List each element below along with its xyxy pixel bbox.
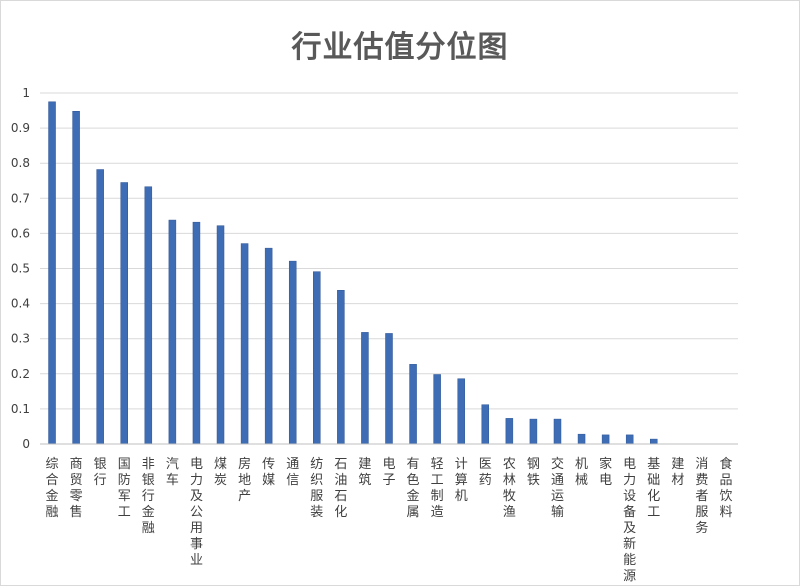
gridlines <box>40 92 738 445</box>
y-tick-label: 0.6 <box>11 226 30 240</box>
x-category-label: 建材 <box>671 457 684 488</box>
bar <box>650 438 658 445</box>
y-tick-label: 1 <box>22 86 30 100</box>
bar <box>48 101 56 445</box>
bar <box>192 221 201 445</box>
x-category-label: 房地产 <box>238 456 251 504</box>
bar <box>144 186 153 445</box>
bar <box>240 243 249 445</box>
x-category-label: 轻工制造 <box>431 457 444 520</box>
x-category-label: 传媒 <box>262 457 275 488</box>
x-category-label: 国防军工 <box>118 457 131 520</box>
x-category-label: 电力及公用事业 <box>190 457 203 568</box>
x-category-label: 商贸零售 <box>70 457 83 520</box>
y-tick-label: 0.2 <box>11 367 30 381</box>
y-tick-label: 0.8 <box>11 156 30 170</box>
bar <box>481 404 490 445</box>
bar <box>529 418 538 445</box>
bar <box>168 219 177 445</box>
bar <box>264 247 273 445</box>
bar <box>457 378 465 445</box>
bar <box>601 434 610 445</box>
bar <box>120 182 128 445</box>
x-category-label: 医药 <box>479 457 492 488</box>
bar <box>96 169 104 445</box>
bar <box>385 333 393 445</box>
y-tick-label: 0 <box>22 437 30 451</box>
x-category-label: 钢铁 <box>527 457 540 488</box>
y-tick-label: 0.3 <box>11 332 30 346</box>
x-category-label: 汽车 <box>166 457 179 488</box>
y-tick-label: 0.9 <box>11 121 30 135</box>
x-category-label: 电子 <box>382 457 395 488</box>
x-category-label: 煤炭 <box>214 457 227 488</box>
bar <box>216 225 225 445</box>
x-axis-category-labels: 综合金融商贸零售银行国防军工非银行金融汽车电力及公用事业煤炭房地产传媒通信纺织服… <box>46 456 733 584</box>
bar <box>625 434 634 445</box>
x-category-label: 电力设备及新能源 <box>623 457 636 584</box>
x-category-label: 农林牧渔 <box>503 457 516 520</box>
x-category-label: 计算机 <box>455 457 468 504</box>
y-tick-label: 0.1 <box>11 402 30 416</box>
bar <box>361 332 369 445</box>
bar <box>72 111 80 445</box>
y-axis-tick-labels: 0 0.1 0.2 0.3 0.4 0.5 0.6 0.7 0.8 0.9 1 <box>11 86 30 451</box>
y-tick-label: 0.7 <box>11 191 30 205</box>
bar <box>337 290 345 445</box>
bars <box>48 101 658 445</box>
x-category-label: 纺织服装 <box>310 457 323 520</box>
bar <box>553 418 562 445</box>
x-category-label: 银行 <box>94 457 107 488</box>
bar <box>433 374 441 445</box>
x-category-label: 交通运输 <box>551 456 564 520</box>
x-category-label: 消费者服务 <box>695 457 708 536</box>
bar <box>577 433 586 445</box>
x-category-label: 建筑 <box>358 457 371 488</box>
bar <box>288 260 297 445</box>
x-category-label: 综合金融 <box>46 457 59 520</box>
bar <box>409 364 417 445</box>
x-category-label: 家电 <box>599 456 612 488</box>
y-tick-label: 0.4 <box>11 297 30 311</box>
x-category-label: 基础化工 <box>647 457 660 520</box>
x-category-label: 有色金属 <box>407 457 420 520</box>
y-tick-label: 0.5 <box>11 262 30 276</box>
x-category-label: 石油石化 <box>334 457 347 520</box>
chart-title: 行业估值分位图 <box>291 30 509 65</box>
x-category-label: 通信 <box>286 457 299 488</box>
bar <box>313 271 321 445</box>
bar <box>505 418 514 445</box>
x-category-label: 机械 <box>575 457 588 488</box>
x-category-label: 食品饮料 <box>719 456 732 520</box>
x-category-label: 非银行金融 <box>142 457 155 536</box>
